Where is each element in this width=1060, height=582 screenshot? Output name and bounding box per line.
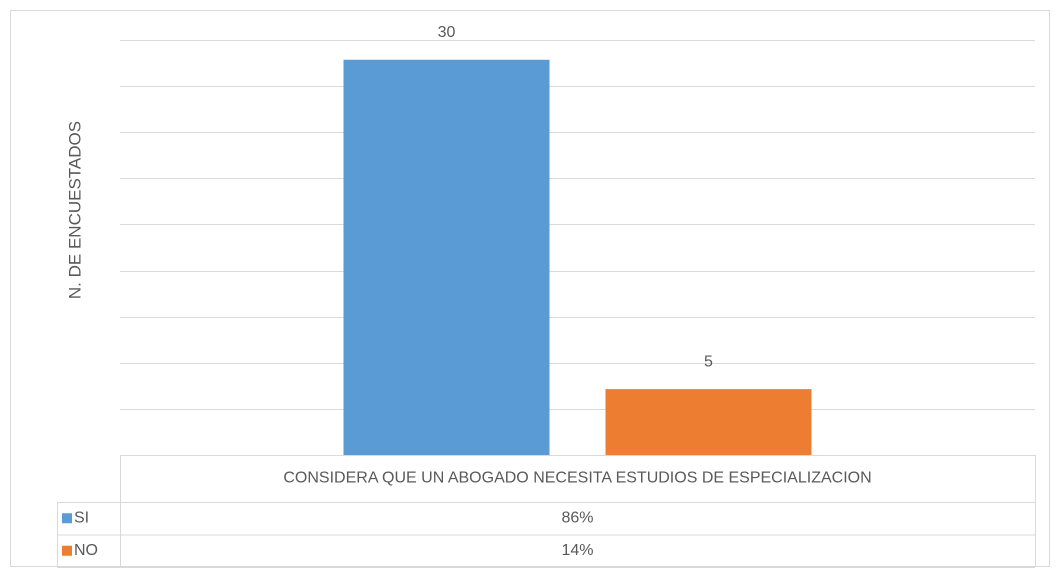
data-label: 30 bbox=[438, 24, 456, 41]
table-cell: 86% bbox=[561, 509, 593, 526]
table-header: CONSIDERA QUE UN ABOGADO NECESITA ESTUDI… bbox=[283, 470, 871, 487]
data-label: 5 bbox=[704, 353, 713, 370]
legend-swatch bbox=[62, 545, 72, 556]
bar bbox=[343, 59, 550, 456]
legend-label: NO bbox=[74, 542, 98, 559]
y-axis-label: N. DE ENCUESTADOS bbox=[65, 121, 84, 299]
legend-label: SI bbox=[74, 509, 89, 526]
legend-swatch bbox=[62, 513, 72, 524]
bar bbox=[605, 389, 812, 455]
table-cell: 14% bbox=[561, 542, 593, 559]
